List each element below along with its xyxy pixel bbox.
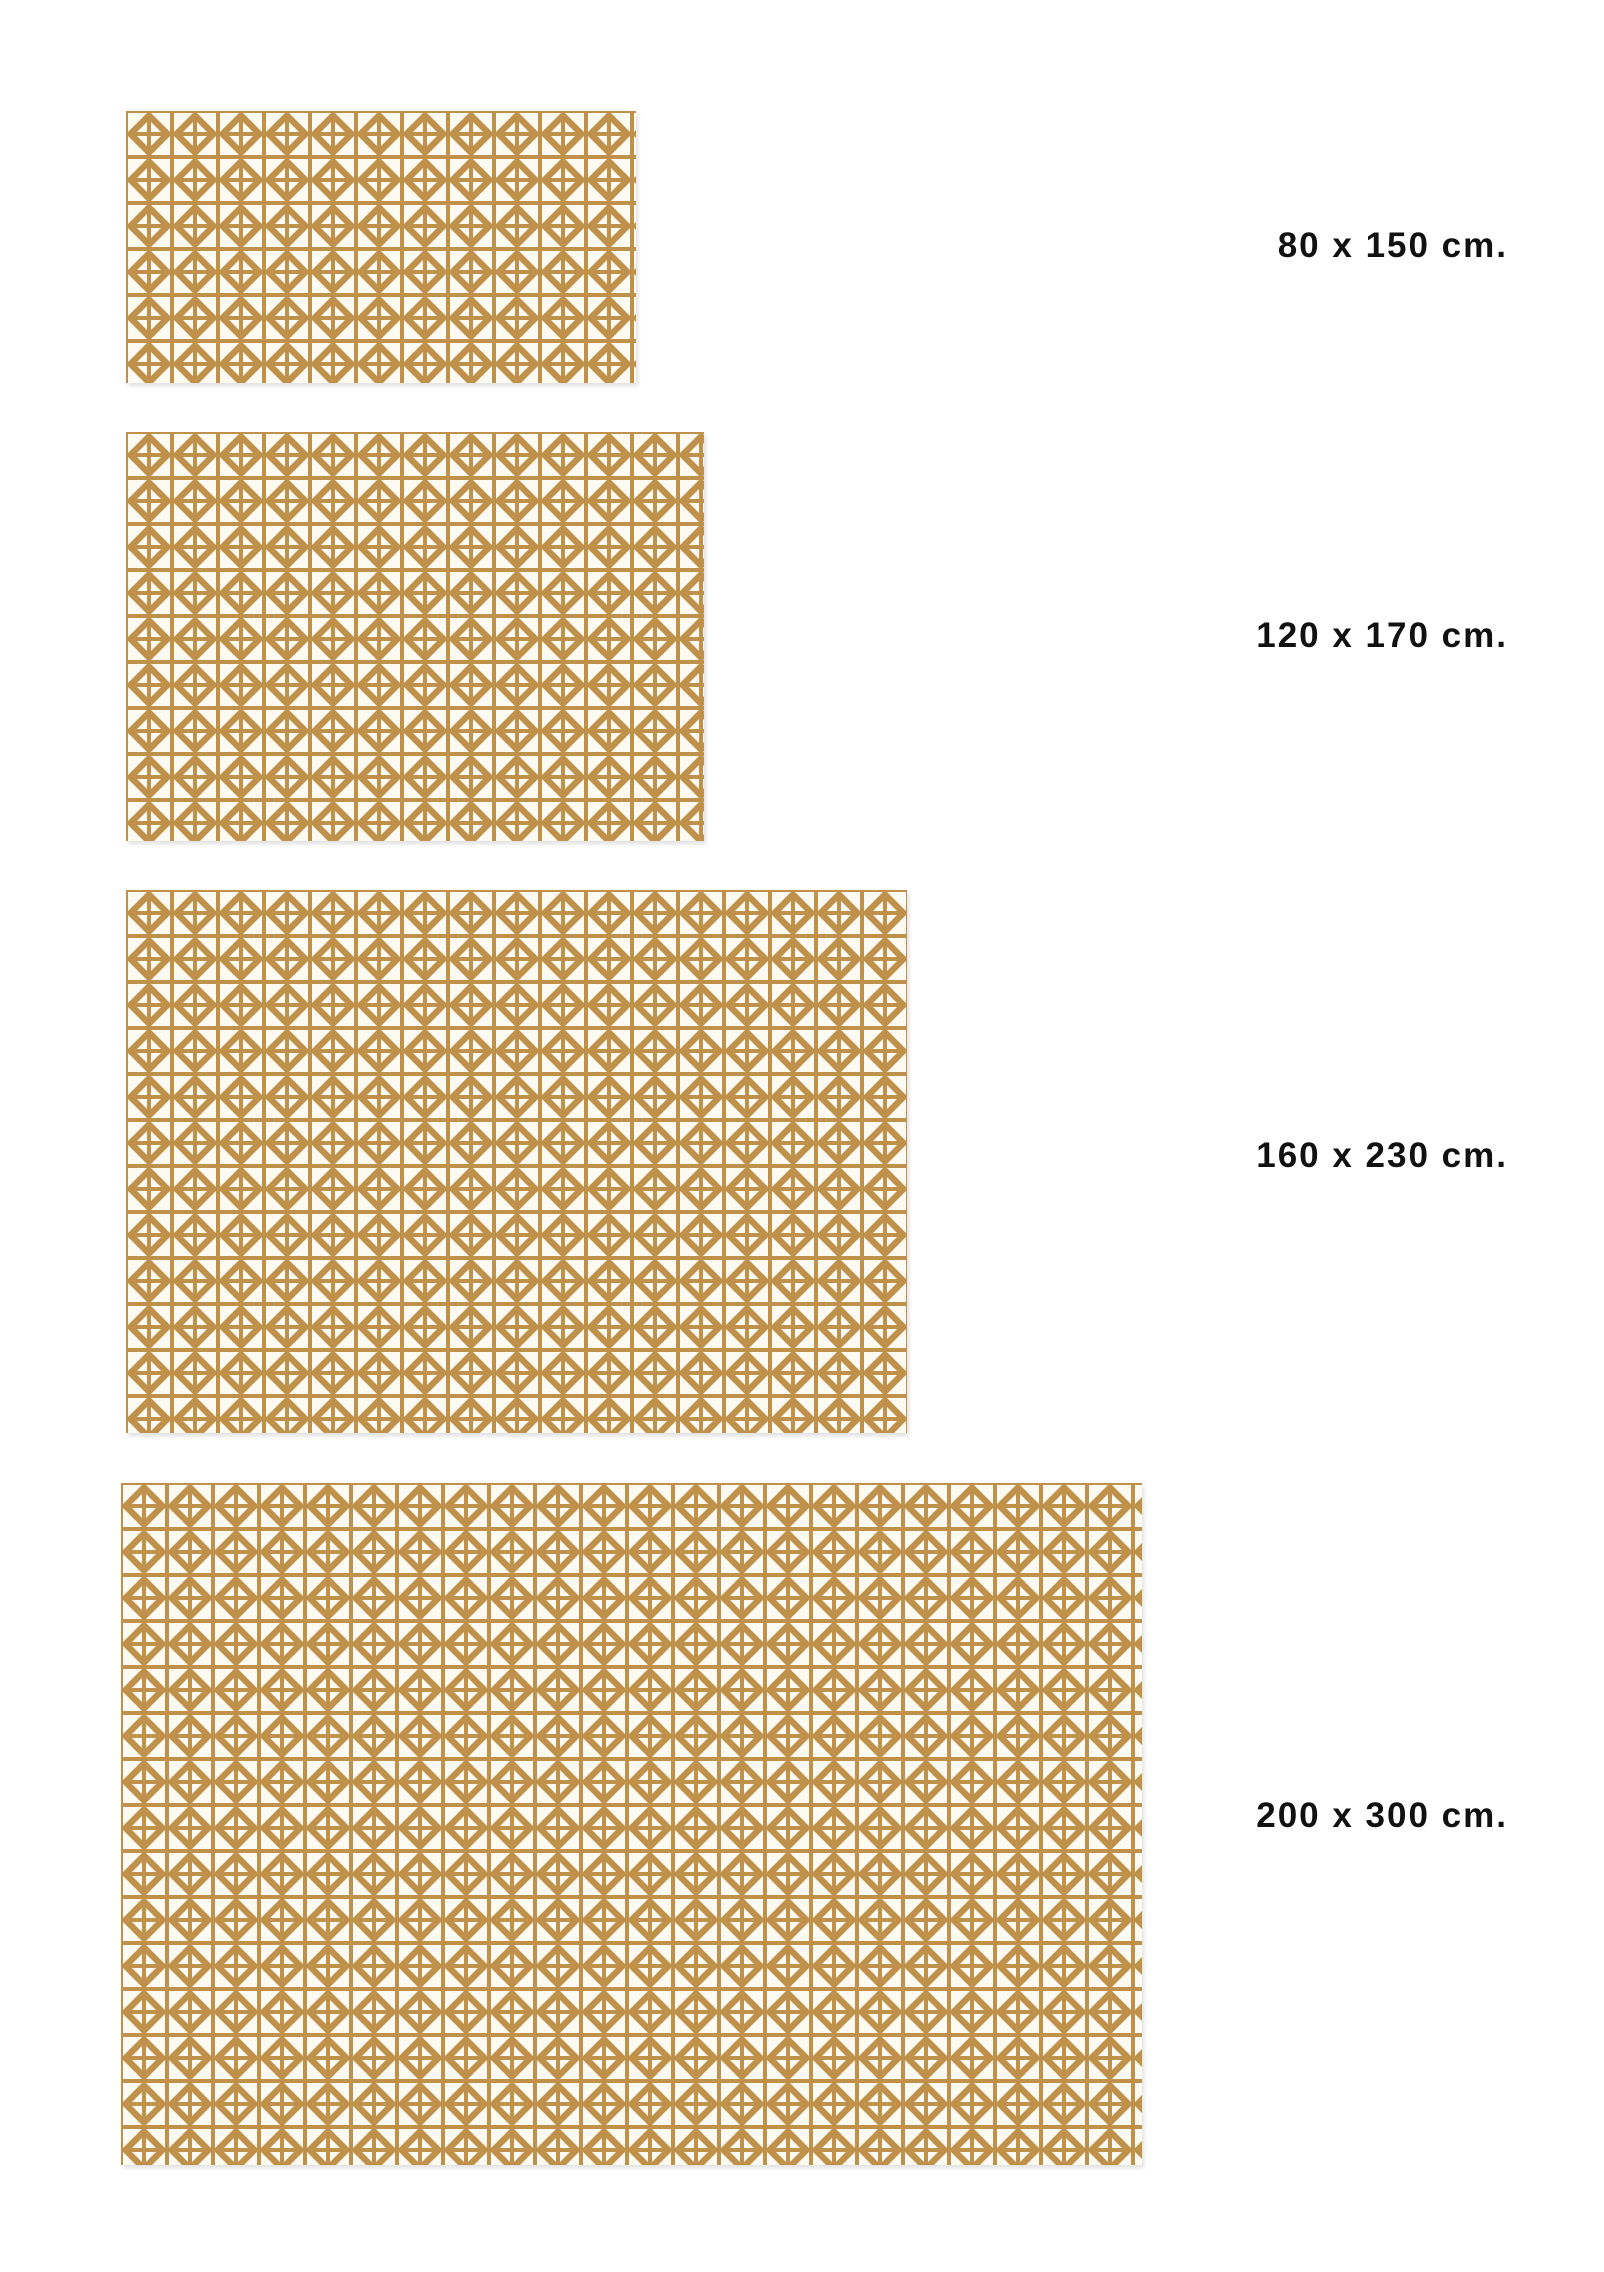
rug-pattern [126, 432, 704, 841]
rug-120x170 [126, 432, 704, 841]
rug-pattern [121, 1483, 1142, 2165]
size-label-3: 160 x 230 cm. [1256, 1136, 1508, 1175]
size-label-4: 200 x 300 cm. [1256, 1796, 1508, 1835]
rug-160x230 [126, 890, 907, 1433]
rug-80x150 [126, 111, 636, 383]
size-label-2: 120 x 170 cm. [1256, 616, 1508, 655]
rug-pattern [126, 111, 636, 383]
rug-pattern [126, 890, 907, 1433]
size-label-1: 80 x 150 cm. [1277, 226, 1508, 265]
rug-200x300 [121, 1483, 1142, 2165]
